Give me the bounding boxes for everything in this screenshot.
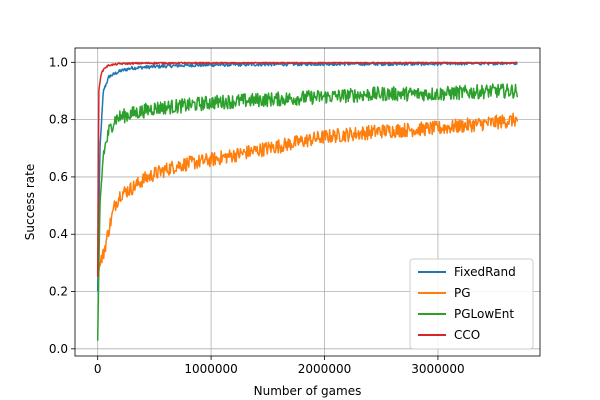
- series-line-pg: [96, 112, 519, 278]
- series-lines: [96, 61, 519, 341]
- y-axis-label: Success rate: [23, 164, 37, 241]
- x-tick-label: 0: [94, 362, 102, 376]
- x-tick-label: 3000000: [411, 362, 464, 376]
- x-tick-label: 2000000: [298, 362, 351, 376]
- ticks: 0 1000000 2000000 3000000 0.0 0.2 0.4 0.6 0.8 1.0: [49, 55, 465, 376]
- series-line-fixedrand: [96, 61, 518, 292]
- legend-label-cco: CCO: [454, 328, 480, 342]
- y-tick-label: 1.0: [49, 55, 68, 69]
- legend-label-pg: PG: [454, 286, 471, 300]
- y-tick-label: 0.6: [49, 170, 68, 184]
- series-line-pglowent: [96, 83, 519, 341]
- x-axis-label: Number of games: [254, 384, 362, 398]
- legend: FixedRand PG PGLowEnt CCO: [409, 258, 534, 350]
- series-line-cco: [96, 61, 518, 277]
- y-tick-label: 0.8: [49, 113, 68, 127]
- legend-box: [409, 258, 534, 350]
- plot-frame: [74, 47, 541, 357]
- y-tick-label: 0.0: [49, 342, 68, 356]
- legend-label-pglowent: PGLowEnt: [454, 307, 514, 321]
- y-tick-label: 0.4: [49, 227, 68, 241]
- x-tick-label: 1000000: [184, 362, 237, 376]
- y-tick-label: 0.2: [49, 285, 68, 299]
- legend-label-fixedrand: FixedRand: [454, 265, 516, 279]
